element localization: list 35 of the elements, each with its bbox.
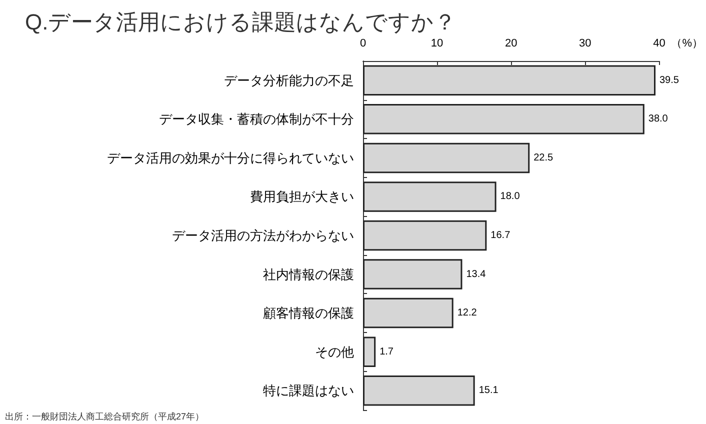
y-tick-label: 費用負担が大きい — [250, 189, 354, 204]
data-label: 18.0 — [500, 191, 520, 202]
y-tick-label: データ分析能力の不足 — [224, 72, 354, 88]
bar — [363, 104, 644, 134]
data-label: 39.5 — [660, 74, 680, 86]
bar — [363, 182, 496, 212]
chart-title: Q.データ活用における課題はなんですか？ — [25, 10, 456, 34]
bar — [363, 259, 462, 290]
y-tick-label: データ収集・蓄積の体制が不十分 — [159, 112, 354, 127]
x-tick-label: 30 — [579, 38, 592, 50]
y-tick-label: 社内情報の保護 — [263, 266, 354, 282]
bar — [363, 142, 530, 174]
x-tick-label: 10 — [430, 38, 444, 50]
data-label: 38.0 — [648, 114, 668, 125]
bar — [363, 336, 376, 367]
bar — [363, 65, 656, 96]
data-label: 1.7 — [380, 346, 394, 358]
x-tick-label: 40 — [653, 38, 666, 50]
x-axis-title: （%） — [671, 38, 703, 50]
data-label: 22.5 — [534, 152, 554, 164]
x-tick-label: 20 — [504, 38, 518, 50]
data-label: 12.2 — [457, 308, 478, 319]
bar — [363, 298, 454, 328]
text: 出所：一般財団法人商工総合研究所（平成27年） — [5, 412, 204, 422]
bar — [363, 220, 487, 251]
y-tick-label: 特に課題はない — [263, 383, 354, 398]
data-label: 16.7 — [490, 230, 511, 241]
data-label: 13.4 — [466, 268, 486, 280]
bar — [363, 375, 475, 406]
x-tick-label: 0 — [360, 38, 366, 50]
y-tick-label: データ活用の効果が十分に得られていない — [107, 150, 354, 166]
data-label: 15.1 — [478, 385, 499, 396]
y-tick-label: データ活用の方法がわからない — [172, 228, 354, 243]
y-tick-label: その他 — [315, 344, 354, 360]
y-tick-label: 顧客情報の保護 — [263, 306, 354, 321]
